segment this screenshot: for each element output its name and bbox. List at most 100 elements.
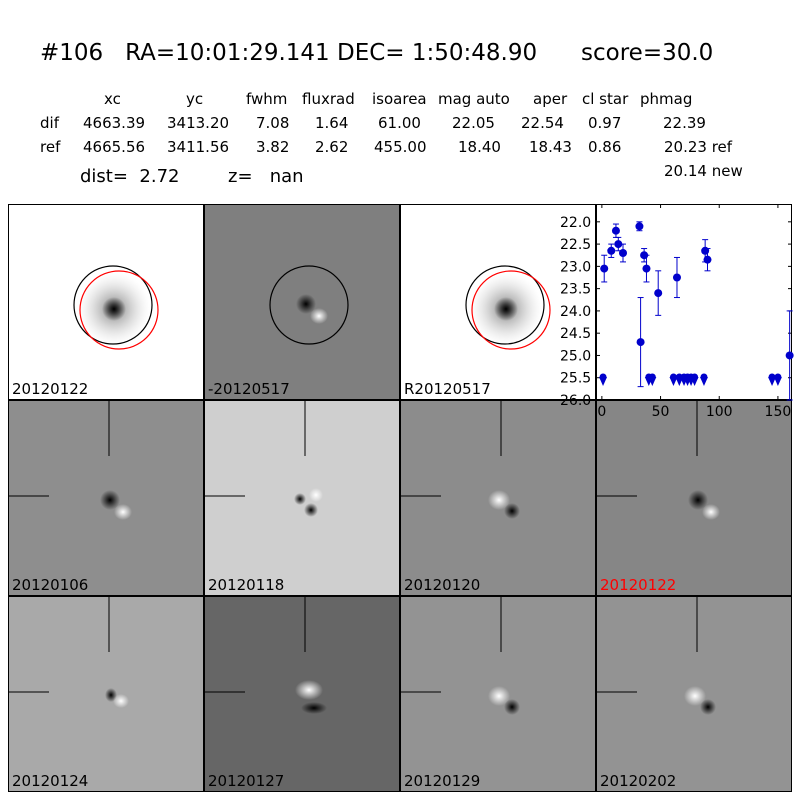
panel-image bbox=[205, 401, 323, 517]
column-header: aper bbox=[533, 90, 568, 108]
panel-image bbox=[401, 597, 520, 715]
y-tick-label: 23.0 bbox=[560, 259, 591, 275]
upper-limit-cap bbox=[691, 373, 699, 381]
image-panel: 20120122 bbox=[8, 204, 204, 400]
image-panel: R20120517 bbox=[400, 204, 596, 400]
panel-image bbox=[205, 597, 327, 714]
table-cell: 3411.56 bbox=[167, 138, 230, 156]
upper-limit-cap bbox=[648, 373, 656, 381]
image-panel: 20120127 bbox=[204, 596, 400, 792]
table-cell: 4665.56 bbox=[83, 138, 146, 156]
table-cell: 4663.39 bbox=[83, 114, 146, 132]
image-panel: 20120120 bbox=[400, 400, 596, 596]
y-tick-label: 26.0 bbox=[560, 393, 591, 409]
light-curve-svg: 22.0 22.5 23.0 23.5 24.0 24.5 25.0 25.5 26.0 0 50 1… bbox=[560, 204, 794, 420]
x-tick-label: 100 bbox=[706, 404, 733, 420]
column-header: isoarea bbox=[372, 90, 427, 108]
column-header: fluxrad bbox=[302, 90, 355, 108]
panel-image bbox=[269, 265, 349, 345]
panel-image bbox=[401, 401, 520, 519]
panel-date-label: 20120129 bbox=[404, 772, 481, 790]
data-point bbox=[614, 240, 623, 249]
y-tick-label: 25.0 bbox=[560, 348, 591, 364]
table-cell: 3413.20 bbox=[167, 114, 230, 132]
y-tick-label: 23.5 bbox=[560, 282, 591, 298]
table-cell: 455.00 bbox=[374, 138, 427, 156]
panel-image bbox=[465, 265, 551, 350]
table-cell: 1.64 bbox=[315, 114, 349, 132]
page-title: #106 RA=10:01:29.141 DEC= 1:50:48.90 sco… bbox=[40, 40, 713, 66]
panel-image bbox=[597, 401, 720, 520]
image-panel: 20120124 bbox=[8, 596, 204, 792]
table-cell: 22.54 bbox=[521, 114, 564, 132]
table-cell: 0.86 bbox=[588, 138, 622, 156]
column-header: yc bbox=[186, 90, 204, 108]
table-cell: 2.62 bbox=[315, 138, 349, 156]
image-panel: -20120517 bbox=[204, 204, 400, 400]
redshift-value: nan bbox=[269, 166, 304, 187]
plot-frame bbox=[596, 204, 792, 400]
panel-date-label: R20120517 bbox=[404, 380, 491, 398]
data-point bbox=[785, 351, 794, 360]
distance-readout: dist= 2.72 bbox=[80, 166, 179, 187]
panel-date-label: 20120124 bbox=[12, 772, 89, 790]
x-tick-label: 0 bbox=[597, 404, 606, 420]
distance-label: dist= bbox=[80, 166, 128, 187]
distance-value: 2.72 bbox=[139, 166, 180, 187]
panel-image bbox=[597, 597, 716, 715]
redshift-readout: z= nan bbox=[228, 166, 304, 187]
score: score=30.0 bbox=[581, 40, 714, 66]
data-point bbox=[611, 226, 620, 235]
panel-date-label: -20120517 bbox=[208, 380, 290, 398]
light-curve-chart: 22.0 22.5 23.0 23.5 24.0 24.5 25.0 25.5 26.0 0 50 1… bbox=[560, 204, 794, 420]
object-id: #106 bbox=[40, 40, 104, 66]
panel-date-label: 20120122 bbox=[12, 380, 89, 398]
table-cell: 7.08 bbox=[256, 114, 290, 132]
table-cell: 18.40 bbox=[458, 138, 501, 156]
image-panel: 20120202 bbox=[596, 596, 792, 792]
data-point bbox=[635, 222, 644, 231]
data-point bbox=[642, 264, 651, 273]
table-cell: 22.05 bbox=[452, 114, 495, 132]
data-point bbox=[600, 264, 609, 273]
image-panel: 20120106 bbox=[8, 400, 204, 596]
phmag-new: 20.14 new bbox=[664, 162, 743, 180]
column-header: xc bbox=[104, 90, 121, 108]
declination: DEC= 1:50:48.90 bbox=[337, 40, 538, 66]
column-header: phmag bbox=[640, 90, 693, 108]
table-cell: 22.39 bbox=[663, 114, 706, 132]
table-cell: 18.43 bbox=[529, 138, 572, 156]
table-cell: 0.97 bbox=[588, 114, 622, 132]
x-tick-label: 150 bbox=[765, 404, 792, 420]
row-label: ref bbox=[40, 138, 61, 156]
table-cell: 3.82 bbox=[256, 138, 290, 156]
column-header: cl star bbox=[582, 90, 629, 108]
data-point bbox=[703, 255, 712, 264]
upper-limit-cap bbox=[774, 373, 782, 381]
upper-limit-cap bbox=[669, 373, 677, 381]
panel-date-label: 20120118 bbox=[208, 576, 285, 594]
y-tick-label: 22.0 bbox=[560, 215, 591, 231]
redshift-label: z= bbox=[228, 166, 253, 187]
table-cell: 61.00 bbox=[378, 114, 421, 132]
y-tick-label: 24.0 bbox=[560, 304, 591, 320]
image-panel: 20120122 bbox=[596, 400, 792, 596]
y-tick-label: 25.5 bbox=[560, 371, 591, 387]
panel-image bbox=[9, 401, 132, 520]
right-ascension: RA=10:01:29.141 bbox=[125, 40, 330, 66]
data-point bbox=[672, 273, 681, 282]
panel-date-label: 20120127 bbox=[208, 772, 285, 790]
y-tick-label: 24.5 bbox=[560, 326, 591, 342]
table-cell: 20.23 ref bbox=[664, 138, 733, 156]
panel-image bbox=[73, 265, 159, 350]
panel-date-label: 20120202 bbox=[600, 772, 677, 790]
image-panel: 20120129 bbox=[400, 596, 596, 792]
y-tick-label: 22.5 bbox=[560, 237, 591, 253]
panel-date-label: 20120106 bbox=[12, 576, 89, 594]
panel-date-label: 20120122 bbox=[600, 576, 677, 594]
upper-limit-cap bbox=[700, 373, 708, 381]
upper-limit-cap bbox=[599, 373, 607, 381]
column-header: fwhm bbox=[246, 90, 288, 108]
data-point bbox=[654, 289, 663, 298]
upper-limit-cap bbox=[768, 373, 776, 381]
